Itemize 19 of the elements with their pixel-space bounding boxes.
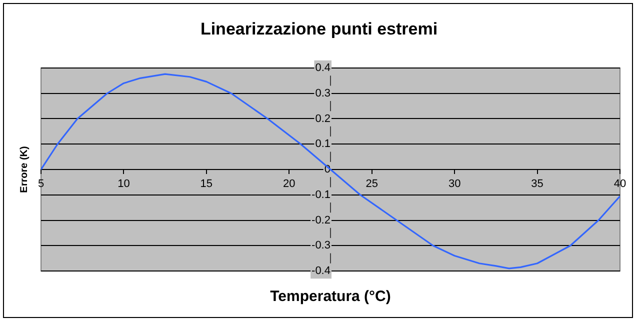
x-tick-label: 10 [118,178,130,190]
y-tick-label: -0.1 [312,188,330,201]
y-tick-label: 0.3 [315,87,330,100]
x-tick-label: 40 [614,178,626,190]
y-tick-label: -0.4 [312,265,330,278]
x-axis-title: Temperatura (°C) [270,288,391,306]
y-tick-label: 0.4 [315,62,330,74]
x-tick-label: 5 [38,178,44,190]
x-tick-label: 35 [531,178,544,190]
x-tick-label: 15 [200,178,213,190]
x-tick-label: 30 [448,178,461,190]
chart-title: Linearizzazione punti estremi [200,20,438,39]
y-tick-label: -0.3 [312,240,330,252]
x-tick-label: 25 [366,178,378,190]
y-tick-label: 0.2 [315,112,330,125]
y-tick-label: -0.2 [312,214,330,226]
x-tick-label: 20 [283,178,296,190]
y-tick-label: 0.1 [315,138,330,150]
y-axis-title: Errore (K) [18,146,30,193]
